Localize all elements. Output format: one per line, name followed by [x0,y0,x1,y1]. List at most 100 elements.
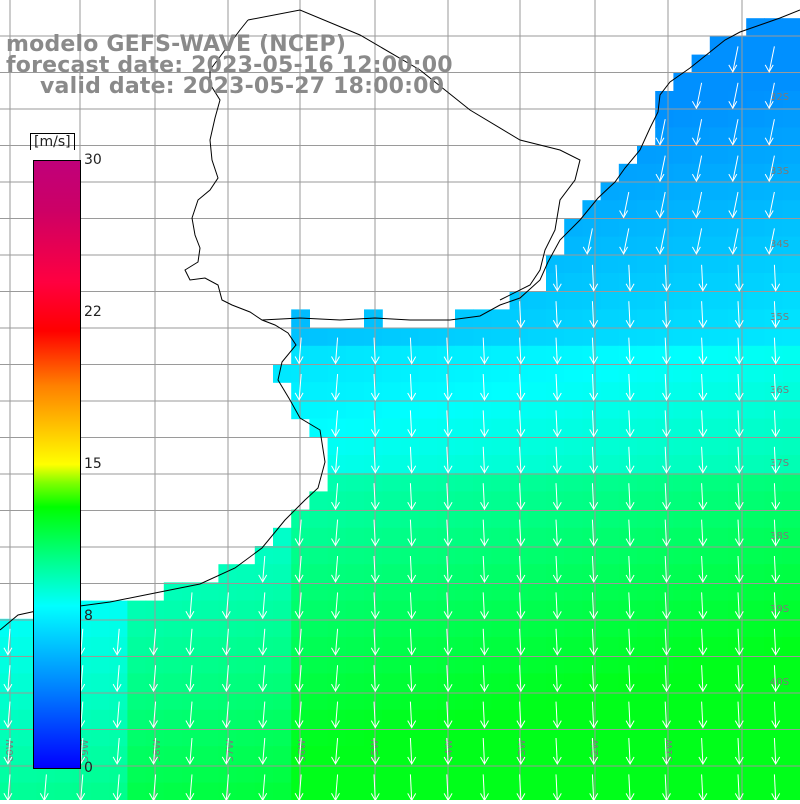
field-cell [473,655,492,674]
field-cell [600,364,620,383]
field-cell [527,400,547,420]
wind-arrow [764,191,775,219]
field-cell [400,618,420,638]
wind-arrow [655,191,666,219]
field-cell [163,728,183,747]
field-cell [618,600,638,620]
wind-arrow [771,628,781,656]
wind-arrow [331,665,340,693]
field-cell [400,782,420,802]
wind-arrow [443,446,453,474]
field-cell [436,455,456,474]
wind-arrow [589,264,599,292]
field-cell [400,436,420,456]
field-cell [491,709,511,729]
wind-arrow [331,737,340,765]
field-cell [0,691,19,711]
field-cell [455,382,474,401]
field-cell [582,345,602,365]
field-cell [655,746,674,765]
field-cell [728,382,747,401]
field-cell [473,600,492,620]
field-cell [455,546,474,565]
field-cell [618,345,638,365]
wind-arrow [370,592,380,620]
field-cell [618,764,638,784]
field-cell [637,163,656,183]
field-cell [382,382,401,401]
wind-arrow [589,628,599,656]
field-cell [327,473,347,492]
field-cell [291,655,310,674]
field-cell [309,618,329,638]
field-cell [309,746,329,765]
field-cell [691,473,711,492]
field-cell [473,637,492,656]
field-cell [582,546,602,565]
wind-arrow [407,555,417,584]
field-cell [564,655,583,674]
field-cell [418,509,438,529]
field-cell [618,564,638,583]
field-cell [746,764,765,784]
field-cell [782,145,800,165]
wind-arrow [771,301,781,329]
field-cell [691,655,711,674]
valid-date: valid date: 2023-05-27 18:00:00 [40,74,445,99]
field-cell [273,364,292,383]
field-cell [782,91,800,110]
field-cell [582,200,602,219]
field-cell [618,400,638,420]
field-cell [418,327,438,347]
field-cell [637,582,656,602]
wind-arrow [625,446,635,474]
wind-arrow [480,701,489,729]
field-cell [673,145,693,165]
field-cell [691,546,711,565]
field-cell [127,618,147,638]
wind-arrow [728,82,739,110]
field-cell [564,509,583,529]
field-cell [509,618,529,638]
wind-arrow [552,446,562,474]
field-cell [728,182,747,201]
wind-arrow [552,337,562,365]
field-cell [491,473,511,492]
field-cell [509,400,529,420]
field-cell [364,746,383,765]
lat-label: 34S [770,239,789,250]
field-cell [546,746,565,765]
wind-arrow [728,228,739,255]
wind-arrow [771,737,781,766]
field-cell [582,254,602,274]
field-cell [655,163,674,183]
field-cell [509,655,529,674]
field-cell [600,509,620,529]
field-cell [91,709,110,729]
field-cell [18,673,37,693]
field-cell [728,127,747,147]
field-cell [691,72,711,92]
field-cell [309,564,329,583]
field-cell [764,236,784,256]
lat-label: 37S [770,458,789,469]
wind-arrow [480,483,489,511]
field-cell [655,127,674,147]
field-cell [637,728,656,747]
field-cell [673,200,693,219]
field-cell [764,364,784,383]
field-cell [746,182,765,201]
field-cell [782,746,800,765]
wind-arrow [294,628,304,656]
field-cell [728,582,747,602]
field-cell [782,637,800,656]
field-cell [673,691,693,711]
field-cell [127,600,147,620]
field-cell [746,527,765,547]
wind-arrow [443,737,453,766]
wind-arrow [552,410,562,438]
field-cell [364,400,383,420]
wind-arrow [370,410,380,438]
field-cell [655,728,674,747]
